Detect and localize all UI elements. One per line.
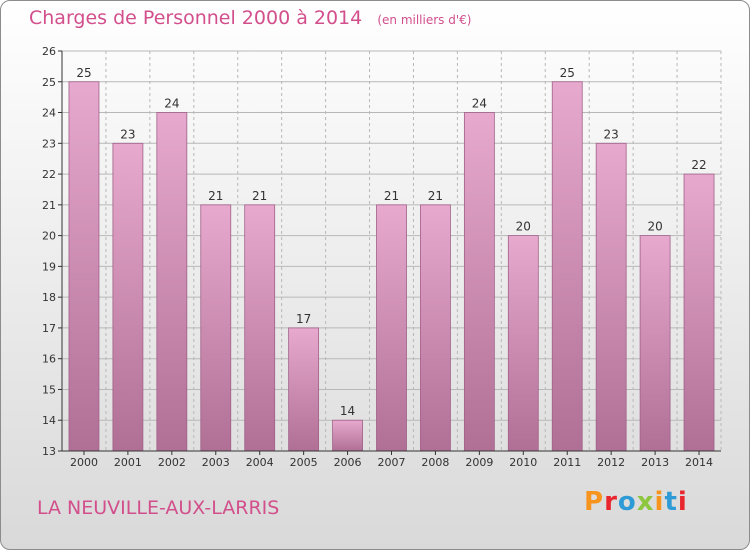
x-tick-label: 2004 xyxy=(246,456,274,469)
data-labels: 25 23 24 21 21 17 14 21 21 24 20 25 23 20 22 xyxy=(76,66,706,418)
bar xyxy=(112,142,144,452)
x-tick-label: 2008 xyxy=(421,456,449,469)
data-label: 21 xyxy=(428,189,443,203)
axes: 13 14 15 16 17 18 19 20 21 22 23 24 25 26 2000 2001 2002… xyxy=(42,45,721,469)
x-tick-label: 2000 xyxy=(70,456,98,469)
data-label: 22 xyxy=(691,158,706,172)
x-tick-label: 2012 xyxy=(597,456,625,469)
data-label: 25 xyxy=(76,66,91,80)
bar xyxy=(68,81,100,452)
x-tick-label: 2013 xyxy=(641,456,669,469)
data-label: 21 xyxy=(252,189,267,203)
data-label: 20 xyxy=(647,220,662,234)
bar xyxy=(376,204,407,452)
data-label: 17 xyxy=(296,312,311,326)
bar xyxy=(420,204,451,452)
y-tick-label: 26 xyxy=(42,45,56,58)
logo-letter: r xyxy=(604,487,618,517)
bar xyxy=(595,142,627,452)
bar xyxy=(244,204,276,452)
logo-letter: o xyxy=(617,487,637,517)
commune-name: LA NEUVILLE-AUX-LARRIS xyxy=(37,497,280,519)
bars xyxy=(68,81,715,452)
x-tick-label: 2003 xyxy=(202,456,230,469)
data-label: 21 xyxy=(384,189,399,203)
y-tick-label: 13 xyxy=(42,445,56,458)
bar xyxy=(288,327,320,452)
bar xyxy=(156,112,188,452)
y-tick-label: 20 xyxy=(42,230,56,243)
bar xyxy=(507,235,539,452)
bar xyxy=(639,235,671,452)
x-tick-label: 2007 xyxy=(378,456,406,469)
bar xyxy=(200,204,232,452)
x-tick-label: 2005 xyxy=(290,456,318,469)
x-tick-label: 2002 xyxy=(158,456,186,469)
logo-letter: i xyxy=(677,487,688,517)
x-tick-label: 2010 xyxy=(509,456,537,469)
chart-unit-text: (en milliers d'€) xyxy=(377,13,472,27)
proxiti-logo: Proxiti xyxy=(584,487,688,517)
logo-letter: i xyxy=(654,487,665,517)
y-tick-label: 21 xyxy=(42,199,56,212)
bar xyxy=(463,112,495,452)
y-tick-label: 16 xyxy=(42,353,56,366)
data-label: 24 xyxy=(472,97,487,111)
data-label: 24 xyxy=(164,97,179,111)
chart-title-text: Charges de Personnel 2000 à 2014 xyxy=(29,7,363,29)
logo-letter: x xyxy=(636,487,655,517)
bar xyxy=(332,419,363,452)
data-label: 21 xyxy=(208,189,223,203)
x-tick-label: 2009 xyxy=(465,456,493,469)
chart-title: Charges de Personnel 2000 à 2014 (en mil… xyxy=(29,7,471,29)
data-label: 23 xyxy=(120,127,135,141)
x-tick-label: 2011 xyxy=(553,456,581,469)
y-tick-label: 25 xyxy=(42,76,56,89)
y-tick-label: 24 xyxy=(42,107,56,120)
x-tick-label: 2001 xyxy=(114,456,142,469)
logo-letter: t xyxy=(664,487,678,517)
x-tick-label: 2014 xyxy=(685,456,713,469)
data-label: 14 xyxy=(340,404,355,418)
y-tick-label: 17 xyxy=(42,322,56,335)
x-tick-label: 2006 xyxy=(334,456,362,469)
bar xyxy=(683,173,715,452)
y-tick-label: 18 xyxy=(42,291,56,304)
y-tick-label: 19 xyxy=(42,260,56,273)
bar xyxy=(551,81,583,452)
y-tick-label: 15 xyxy=(42,383,56,396)
y-tick-label: 22 xyxy=(42,168,56,181)
y-tick-label: 23 xyxy=(42,137,56,150)
data-label: 23 xyxy=(604,127,619,141)
data-label: 25 xyxy=(560,66,575,80)
logo-letter: P xyxy=(584,487,605,517)
data-label: 20 xyxy=(516,220,531,234)
y-tick-label: 14 xyxy=(42,414,56,427)
